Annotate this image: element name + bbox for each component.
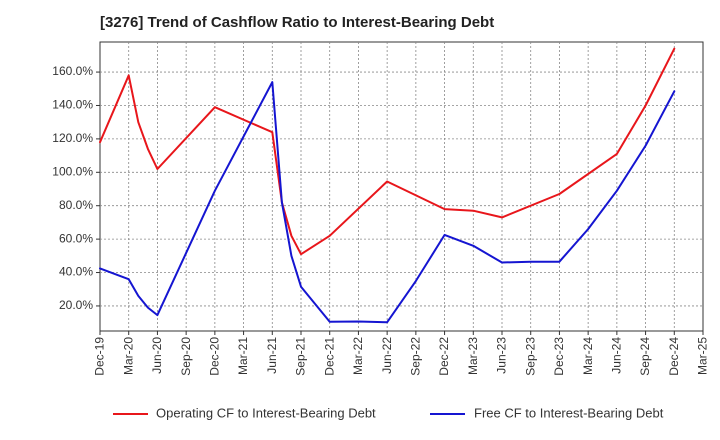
legend-label: Operating CF to Interest-Bearing Debt xyxy=(156,405,376,420)
x-tick-label: Dec-22 xyxy=(437,337,451,376)
x-tick-label: Sep-23 xyxy=(523,337,537,376)
x-tick-label: Sep-21 xyxy=(294,337,308,376)
x-tick-label: Dec-23 xyxy=(552,337,566,376)
legend-label: Free CF to Interest-Bearing Debt xyxy=(474,405,664,420)
x-tick-label: Dec-21 xyxy=(322,337,336,376)
y-tick-label: 160.0% xyxy=(52,64,93,78)
x-tick-label: Jun-24 xyxy=(610,337,624,374)
y-tick-label: 60.0% xyxy=(59,231,93,245)
chart-title: [3276] Trend of Cashflow Ratio to Intere… xyxy=(100,14,495,31)
x-tick-label: Jun-23 xyxy=(495,337,509,374)
x-tick-label: Dec-19 xyxy=(93,337,107,376)
y-tick-label: 20.0% xyxy=(59,298,93,312)
x-tick-label: Jun-22 xyxy=(380,337,394,374)
x-tick-label: Mar-21 xyxy=(236,337,250,375)
x-tick-label: Mar-25 xyxy=(696,337,710,375)
x-tick-label: Sep-24 xyxy=(638,337,652,376)
x-tick-label: Dec-20 xyxy=(208,337,222,376)
y-tick-label: 40.0% xyxy=(59,265,93,279)
y-tick-label: 120.0% xyxy=(52,131,93,145)
x-tick-label: Mar-22 xyxy=(351,337,365,375)
plot-area xyxy=(99,41,704,332)
x-tick-label: Mar-20 xyxy=(121,337,135,375)
x-tick-label: Mar-23 xyxy=(466,337,480,375)
x-tick-label: Jun-21 xyxy=(265,337,279,374)
series-line-free-cf xyxy=(99,81,676,324)
x-tick-label: Sep-22 xyxy=(409,337,423,376)
x-tick-label: Sep-20 xyxy=(179,337,193,376)
y-tick-label: 100.0% xyxy=(52,164,93,178)
y-tick-label: 80.0% xyxy=(59,198,93,212)
series-line-operating-cf xyxy=(99,47,676,256)
x-tick-label: Mar-24 xyxy=(581,337,595,375)
x-tick-label: Dec-24 xyxy=(667,337,681,376)
y-tick-label: 140.0% xyxy=(52,98,93,112)
x-tick-label: Jun-20 xyxy=(150,337,164,374)
